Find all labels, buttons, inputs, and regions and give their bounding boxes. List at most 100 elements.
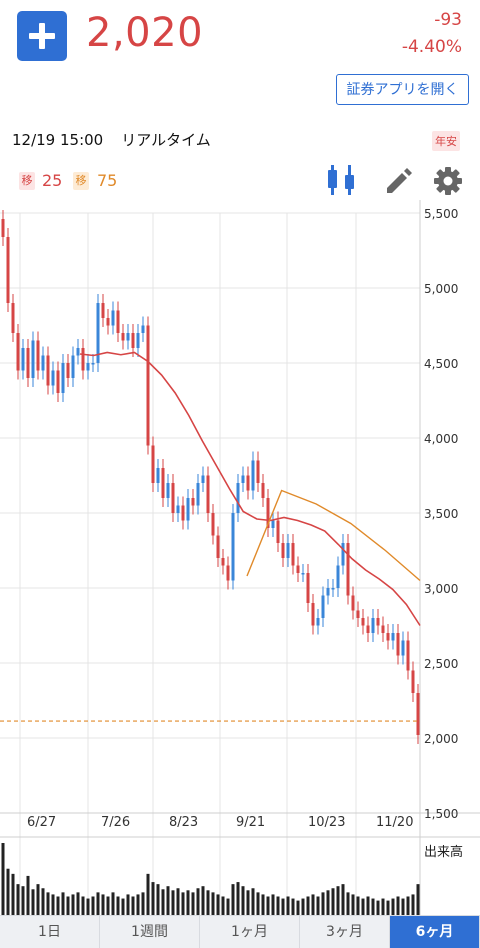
volume-bar	[376, 900, 380, 915]
add-button[interactable]	[17, 11, 67, 61]
range-tab[interactable]: 6ヶ月	[390, 916, 480, 948]
candle-body	[271, 520, 275, 528]
candle-body	[351, 595, 355, 611]
x-tick-label: 8/23	[169, 815, 198, 830]
timestamp-row: 12/19 15:00 リアルタイム	[12, 129, 211, 150]
range-tab[interactable]: 1週間	[100, 916, 200, 948]
candle-body	[146, 325, 150, 446]
candle-body	[56, 370, 60, 393]
candle-body	[201, 475, 205, 483]
candle-body	[276, 520, 280, 543]
y-axis-labels: 5,500 5,000 4,500 4,000 3,500 3,000 2,500 2,000…	[424, 207, 458, 821]
open-broker-app-button[interactable]: 証券アプリを開く	[336, 74, 469, 105]
volume-bar	[66, 896, 70, 915]
y-tick-label: 4,500	[424, 357, 458, 371]
candle-body	[371, 618, 375, 633]
candle-body	[86, 363, 90, 371]
volume-bar	[371, 898, 375, 915]
candle-body	[21, 348, 25, 371]
volume-bar	[131, 896, 135, 915]
ma1-badge: 移	[19, 172, 35, 190]
volume-bar	[11, 873, 15, 915]
volume-bar	[21, 886, 25, 915]
volume-bar	[1, 843, 5, 915]
price-change: -93	[434, 10, 462, 30]
candle-body	[376, 618, 380, 626]
volume-bar	[411, 894, 415, 915]
candle-body	[411, 670, 415, 693]
ma1-period[interactable]: 25	[42, 171, 63, 190]
candle-body	[246, 475, 250, 491]
volume-bar	[31, 889, 35, 915]
candle-body	[211, 513, 215, 536]
volume-bar	[266, 896, 270, 915]
volume-bar	[56, 896, 60, 915]
y-tick-label: 1,500	[424, 807, 458, 821]
volume-bar	[356, 896, 360, 915]
candle-body	[181, 505, 185, 521]
volume-bar	[171, 890, 175, 915]
gear-icon[interactable]	[433, 166, 463, 196]
x-axis-labels: 6/27 7/26 8/23 9/21 10/23 11/20	[27, 815, 413, 830]
volume-bars	[1, 843, 420, 915]
candle-body	[11, 303, 15, 333]
candlestick-icon[interactable]	[326, 163, 360, 197]
volume-bar	[156, 884, 160, 915]
volume-bar	[26, 875, 30, 915]
candles	[1, 210, 420, 744]
candle-body	[76, 348, 80, 356]
candle-body	[6, 237, 10, 303]
volume-bar	[111, 892, 115, 915]
x-tick-label: 11/20	[376, 815, 413, 830]
candle-body	[296, 565, 300, 573]
candle-body	[161, 468, 165, 498]
volume-bar	[361, 898, 365, 915]
candle-body	[281, 543, 285, 558]
volume-bar	[206, 890, 210, 915]
candle-body	[241, 475, 245, 483]
volume-bar	[51, 894, 55, 915]
candle-body	[101, 303, 105, 318]
current-price: 2,020	[86, 10, 204, 56]
range-tab[interactable]: 3ヶ月	[300, 916, 390, 948]
candle-body	[236, 483, 240, 513]
x-tick-label: 10/23	[308, 815, 345, 830]
candle-body	[316, 618, 320, 626]
range-tab[interactable]: 1日	[0, 916, 100, 948]
range-tab[interactable]: 1ヶ月	[200, 916, 300, 948]
volume-bar	[401, 898, 405, 915]
volume-bar	[101, 894, 105, 915]
candle-body	[31, 340, 35, 378]
volume-bar	[116, 896, 120, 915]
candle-body	[321, 595, 325, 618]
price-chart[interactable]: 5,500 5,000 4,500 4,000 3,500 3,000 2,500 2,000…	[0, 200, 480, 915]
x-tick-label: 9/21	[236, 815, 265, 830]
candle-body	[106, 318, 110, 326]
chart-grid	[0, 200, 480, 915]
volume-bar	[96, 892, 100, 915]
volume-bar	[86, 898, 90, 915]
candle-body	[81, 348, 85, 371]
candle-body	[301, 573, 305, 575]
volume-bar	[241, 886, 245, 915]
ma2-period[interactable]: 75	[97, 171, 118, 190]
volume-bar	[151, 882, 155, 915]
x-tick-label: 6/27	[27, 815, 56, 830]
volume-bar	[366, 896, 370, 915]
volume-bar	[391, 898, 395, 915]
volume-bar	[176, 888, 180, 915]
candle-body	[61, 363, 65, 393]
volume-bar	[261, 894, 265, 915]
volume-bar	[236, 882, 240, 915]
candle-body	[166, 483, 170, 498]
volume-label: 出来高	[424, 844, 463, 860]
volume-bar	[281, 898, 285, 915]
volume-bar	[201, 886, 205, 915]
pencil-icon[interactable]	[384, 166, 414, 196]
candle-body	[251, 460, 255, 491]
volume-bar	[36, 884, 40, 915]
candle-body	[191, 498, 195, 506]
volume-bar	[291, 898, 295, 915]
candle-body	[346, 543, 350, 596]
candle-body	[291, 543, 295, 566]
